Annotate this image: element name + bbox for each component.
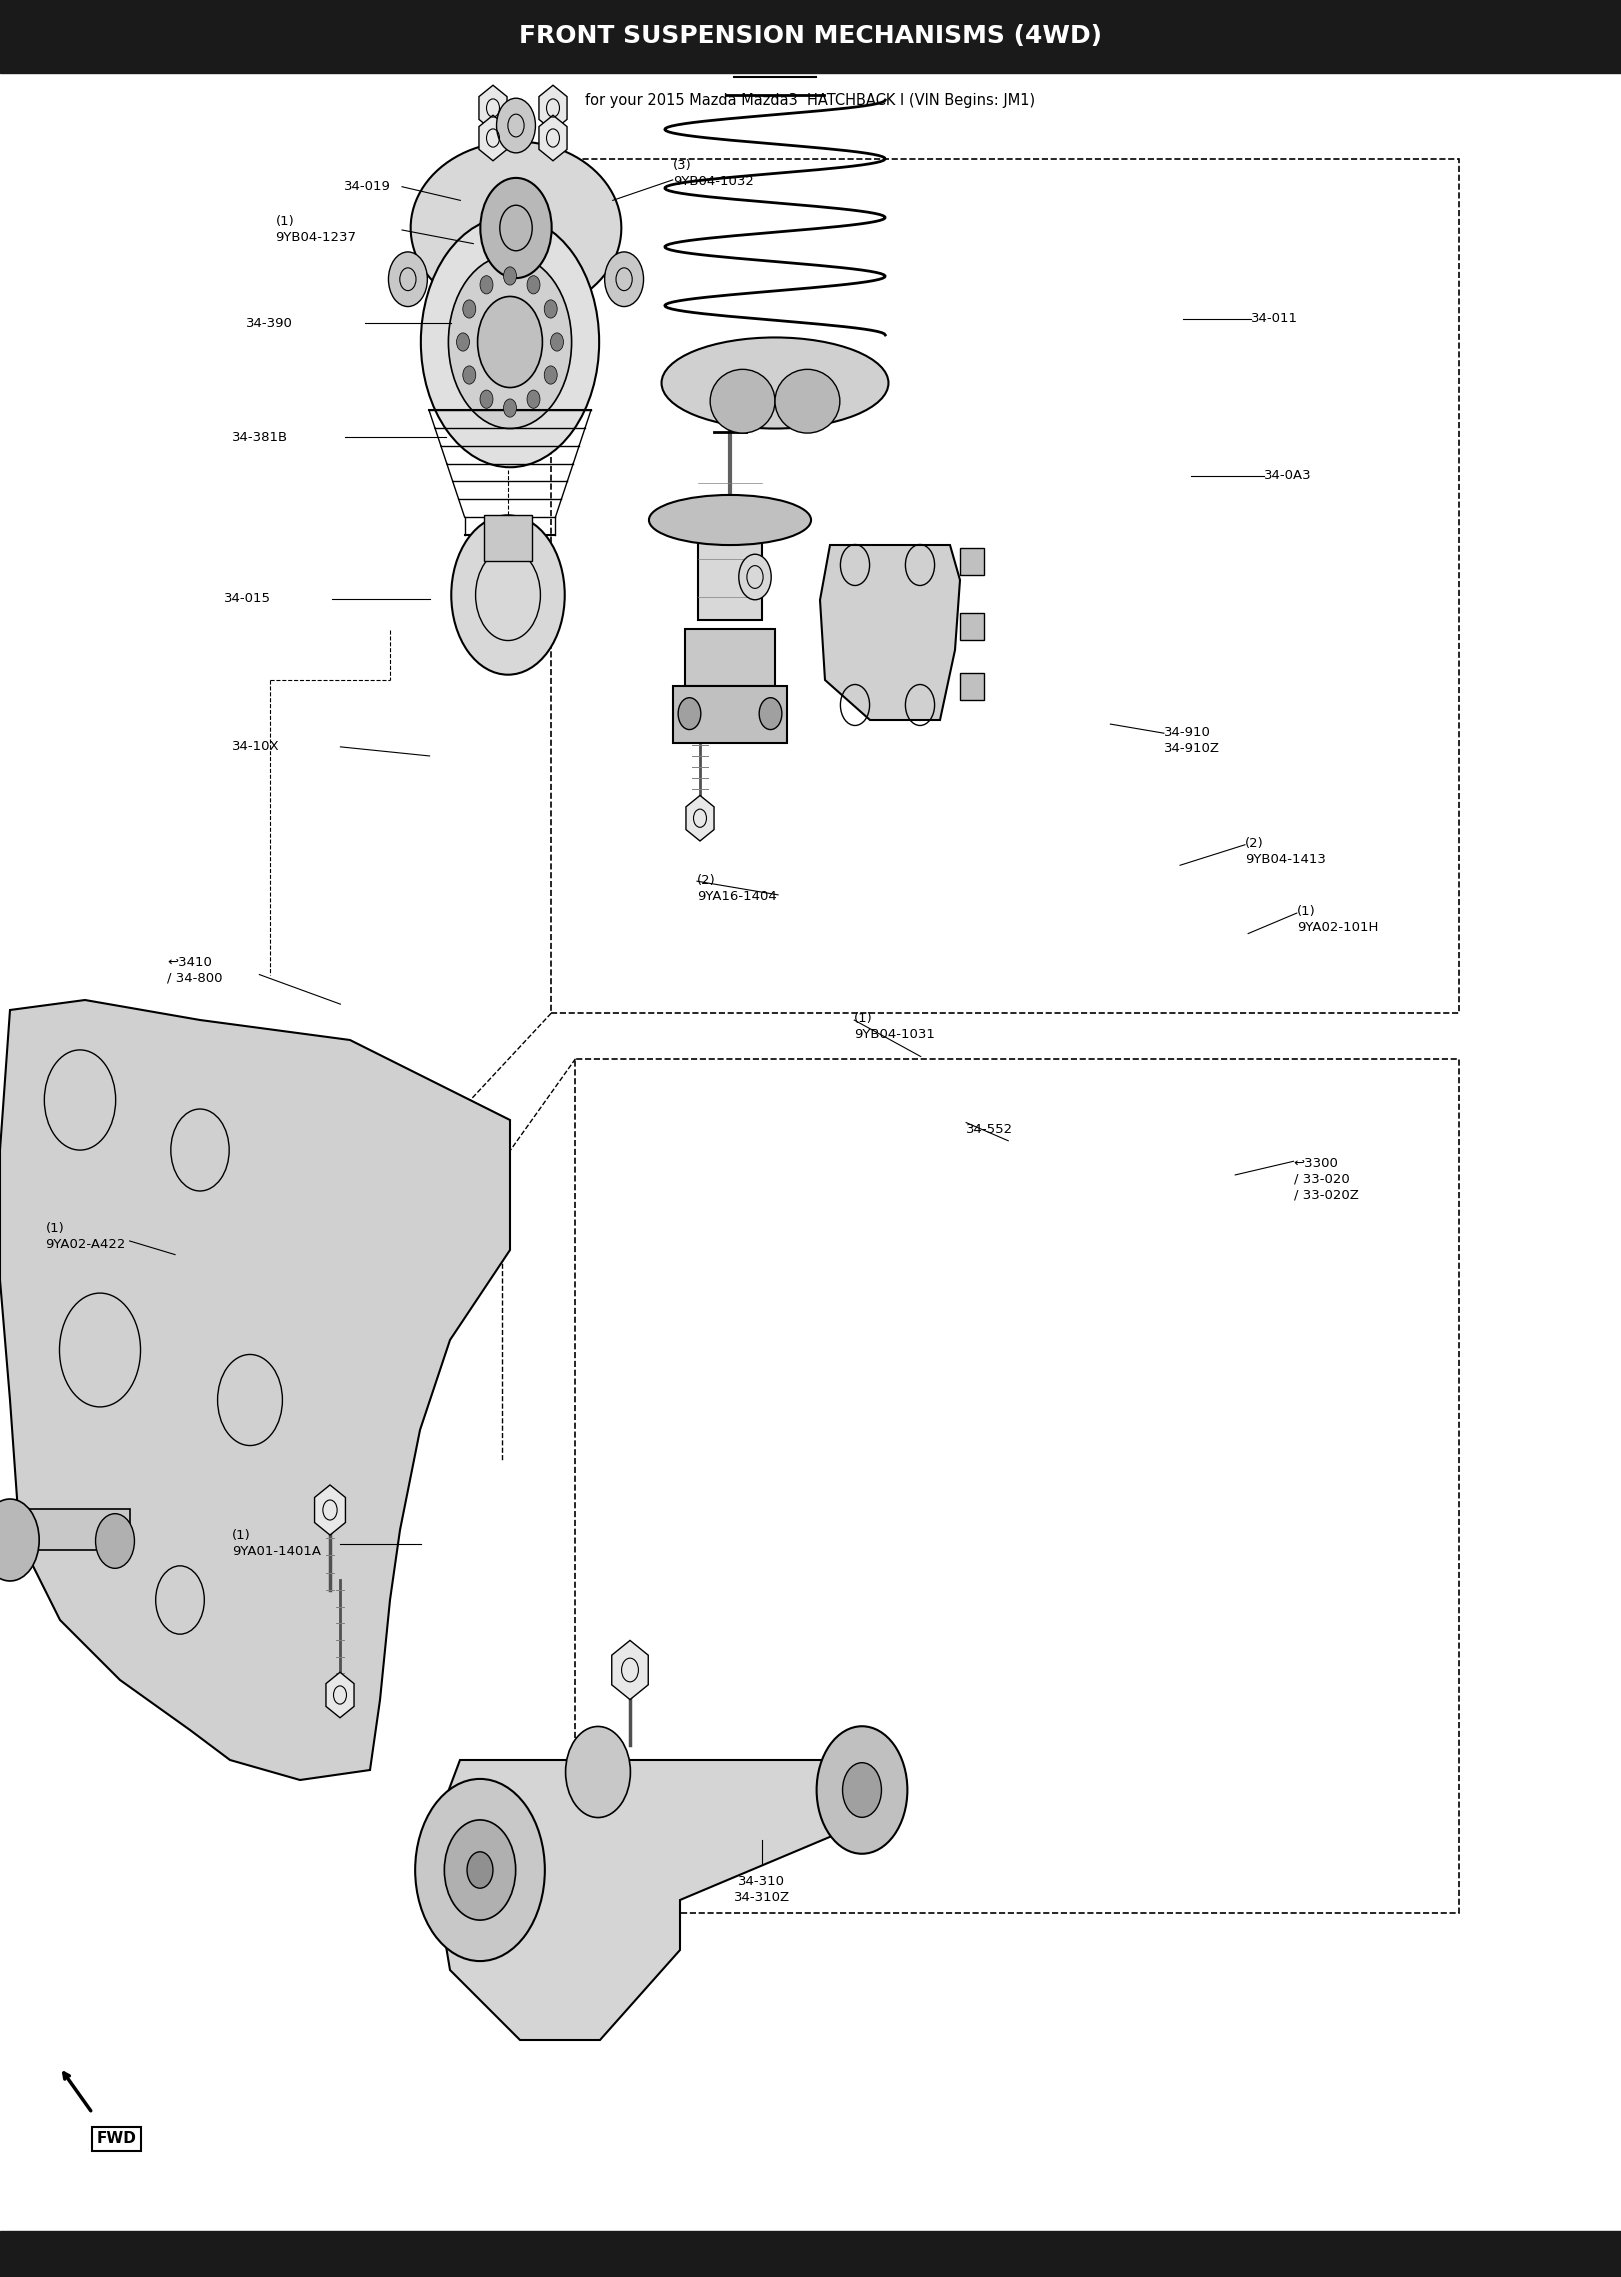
- Text: (1)
9YA02-A422: (1) 9YA02-A422: [45, 1223, 126, 1250]
- Circle shape: [480, 178, 551, 278]
- Bar: [960, 613, 984, 640]
- Circle shape: [545, 301, 558, 319]
- Circle shape: [480, 389, 493, 408]
- Polygon shape: [538, 84, 567, 130]
- Polygon shape: [0, 1000, 511, 1781]
- Bar: [673, 685, 786, 742]
- Bar: [960, 672, 984, 699]
- Text: ↩3410
/ 34-800: ↩3410 / 34-800: [167, 956, 222, 984]
- Circle shape: [449, 255, 572, 428]
- Text: (1)
9YA01-1401A: (1) 9YA01-1401A: [232, 1530, 321, 1557]
- Bar: [575, 1059, 1459, 1913]
- Circle shape: [843, 1762, 882, 1817]
- Polygon shape: [611, 1639, 648, 1699]
- Polygon shape: [434, 1760, 870, 2040]
- Text: (2)
9YA16-1404: (2) 9YA16-1404: [697, 874, 776, 902]
- Circle shape: [545, 367, 558, 385]
- Ellipse shape: [710, 369, 775, 433]
- Text: (1)
9YB04-1031: (1) 9YB04-1031: [854, 1013, 935, 1041]
- Circle shape: [678, 697, 700, 729]
- Bar: [684, 628, 775, 685]
- Polygon shape: [410, 141, 621, 314]
- Polygon shape: [478, 116, 507, 162]
- Circle shape: [566, 1726, 631, 1817]
- Text: FWD: FWD: [97, 2131, 136, 2147]
- Text: FRONT SUSPENSION MECHANISMS (4WD): FRONT SUSPENSION MECHANISMS (4WD): [519, 25, 1102, 48]
- Bar: [697, 512, 762, 619]
- Circle shape: [467, 1851, 493, 1888]
- Text: ↩3300
/ 33-020
/ 33-020Z: ↩3300 / 33-020 / 33-020Z: [1294, 1157, 1358, 1202]
- Polygon shape: [538, 116, 567, 162]
- Circle shape: [389, 253, 428, 307]
- Circle shape: [496, 98, 535, 153]
- Circle shape: [480, 276, 493, 294]
- Text: 34-0A3: 34-0A3: [1264, 469, 1311, 483]
- Bar: [551, 159, 1459, 1013]
- Text: 34-10X: 34-10X: [232, 740, 279, 754]
- Bar: [0, 2231, 1621, 2277]
- Circle shape: [759, 697, 781, 729]
- Text: (2)
9YB04-1413: (2) 9YB04-1413: [1245, 838, 1326, 865]
- Text: 34-552: 34-552: [966, 1123, 1013, 1136]
- Circle shape: [451, 515, 564, 674]
- Text: 34-381B: 34-381B: [232, 430, 289, 444]
- Circle shape: [817, 1726, 908, 1853]
- Bar: [483, 515, 532, 560]
- Text: (1)
9YA02-101H: (1) 9YA02-101H: [1297, 906, 1378, 934]
- Circle shape: [96, 1514, 135, 1569]
- Circle shape: [478, 296, 543, 387]
- Text: 34-910
34-910Z: 34-910 34-910Z: [1164, 726, 1221, 754]
- Polygon shape: [820, 544, 960, 720]
- Circle shape: [527, 276, 540, 294]
- Ellipse shape: [661, 337, 888, 428]
- Circle shape: [0, 1498, 39, 1580]
- Circle shape: [551, 332, 564, 351]
- Circle shape: [504, 266, 517, 285]
- Circle shape: [739, 553, 772, 599]
- Polygon shape: [314, 1485, 345, 1535]
- Circle shape: [421, 216, 600, 467]
- Circle shape: [457, 332, 470, 351]
- Bar: [0, 0, 1621, 73]
- Circle shape: [415, 1778, 545, 1960]
- Text: 34-015: 34-015: [224, 592, 271, 606]
- Ellipse shape: [775, 369, 840, 433]
- Text: 34-390: 34-390: [246, 317, 293, 330]
- Bar: [960, 549, 984, 576]
- Circle shape: [504, 398, 517, 417]
- Polygon shape: [478, 84, 507, 130]
- Ellipse shape: [648, 494, 810, 544]
- Text: (1)
9YB04-1237: (1) 9YB04-1237: [276, 216, 357, 244]
- Bar: [0, 1510, 130, 1551]
- Text: 34-019: 34-019: [344, 180, 391, 194]
- Circle shape: [605, 253, 644, 307]
- Text: for your 2015 Mazda Mazda3  HATCHBACK I (VIN Begins: JM1): for your 2015 Mazda Mazda3 HATCHBACK I (…: [585, 93, 1036, 107]
- Polygon shape: [686, 795, 713, 840]
- Text: 34-310
34-310Z: 34-310 34-310Z: [734, 1876, 789, 1904]
- Circle shape: [464, 367, 477, 385]
- Circle shape: [444, 1819, 515, 1920]
- Text: (3)
9YB04-1032: (3) 9YB04-1032: [673, 159, 754, 187]
- Polygon shape: [326, 1671, 353, 1717]
- Text: 34-011: 34-011: [1251, 312, 1298, 326]
- Circle shape: [464, 301, 477, 319]
- Circle shape: [527, 389, 540, 408]
